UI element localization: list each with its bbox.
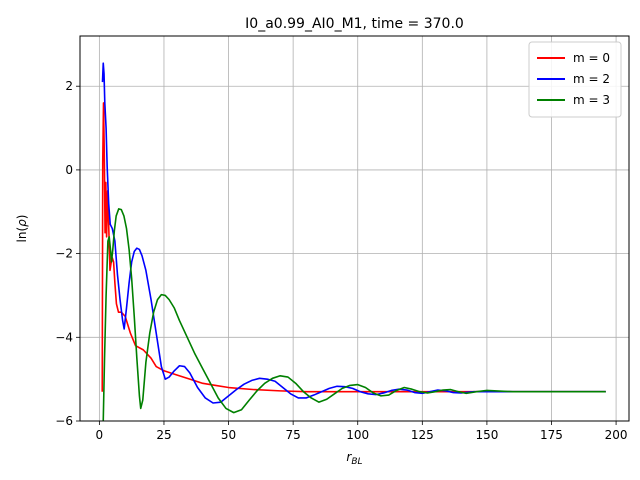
y-tick-label: 0 — [65, 163, 73, 177]
x-tick-label: 0 — [96, 428, 104, 442]
x-tick-label: 125 — [411, 428, 434, 442]
chart-title: I0_a0.99_AI0_M1, time = 370.0 — [245, 16, 464, 32]
legend-label: m = 0 — [573, 51, 610, 65]
x-axis-label: rBL — [346, 450, 362, 467]
x-tick-label: 100 — [346, 428, 369, 442]
x-tick-label: 150 — [475, 428, 498, 442]
x-tick-label: 75 — [286, 428, 301, 442]
x-tick-label: 25 — [156, 428, 171, 442]
legend-box — [528, 41, 622, 118]
x-tick-label: 175 — [540, 428, 563, 442]
y-tick-label: −6 — [55, 414, 73, 428]
x-tick-label: 200 — [605, 428, 628, 442]
y-axis-label: ln(ρ) — [15, 215, 29, 243]
x-tick-label: 50 — [221, 428, 236, 442]
series-line-1 — [101, 62, 606, 404]
plot-frame — [79, 35, 630, 422]
y-tick-label: 2 — [65, 79, 73, 93]
legend-label: m = 3 — [573, 93, 610, 107]
series-line-2 — [102, 208, 606, 421]
y-tick-label: −4 — [55, 330, 73, 344]
y-tick-label: −2 — [55, 247, 73, 261]
series-line-0 — [101, 102, 606, 393]
axis-ticks: 0 25 50 75 100 125 150 175 200 −6 −4 −2 0 2 — [55, 79, 627, 442]
series-lines — [101, 62, 606, 421]
legend-label: m = 2 — [573, 72, 610, 86]
legend: m = 0 m = 2 m = 3 — [528, 41, 622, 118]
